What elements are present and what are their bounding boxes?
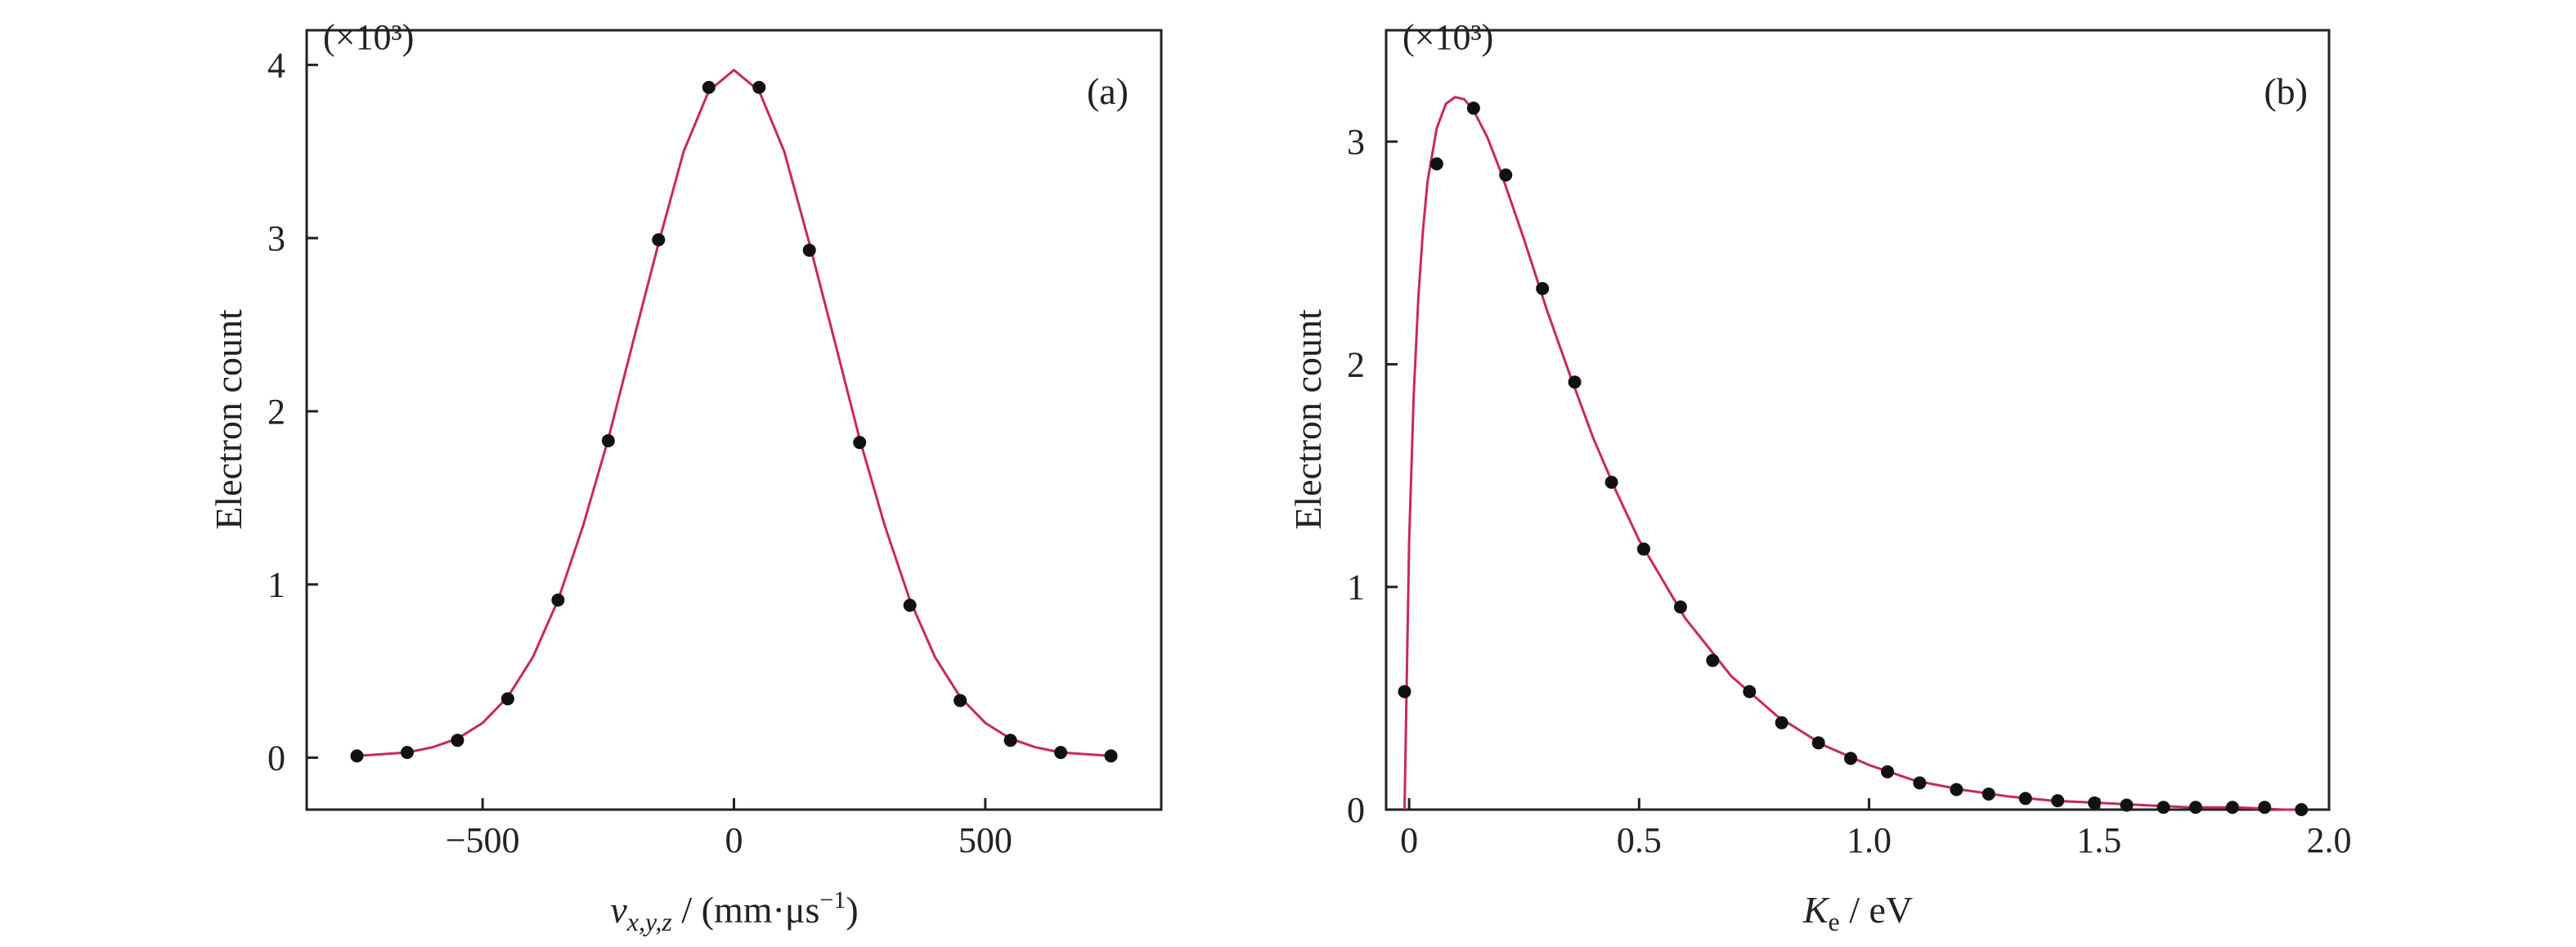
panel-b-y-tick-label: 3: [1347, 122, 1365, 162]
panel-b-data-point: [1706, 653, 1720, 667]
panel-b-data-point: [1913, 776, 1927, 790]
panel-b-data-point: [2156, 801, 2170, 815]
panel-a-y-ticks: 0 1 2 3 4: [267, 45, 318, 778]
panel-b-x-tick-label: 0: [1400, 820, 1418, 860]
panel-a-x-ticks: −500 0 500: [446, 798, 1012, 860]
panel-a-y-tick-label: 0: [267, 738, 285, 778]
panel-a-data-point: [954, 693, 967, 707]
panel-a-data-point: [853, 436, 867, 450]
panel-a-data-point: [350, 749, 364, 763]
panel-a-data-point: [1054, 746, 1068, 760]
panel-a-x-tick-label: 500: [958, 820, 1012, 860]
panel-a-data-point: [1003, 734, 1017, 747]
panel-b-data-point: [1466, 101, 1480, 115]
panel-a-frame: [305, 29, 1163, 811]
panel-a-data-point: [1104, 749, 1118, 763]
panel-a-y-tick-label: 3: [267, 218, 285, 258]
panel-b-data-point: [1499, 168, 1513, 182]
panel-b-x-tick-label: 0.5: [1617, 820, 1662, 860]
panel-b-x-tick-label: 1.5: [2076, 820, 2121, 860]
panel-b-data-point: [2295, 803, 2309, 816]
panel-a-data-point: [802, 243, 816, 257]
panel-a-data-point: [752, 80, 766, 94]
panel-b-y-tick-label: 0: [1347, 790, 1365, 830]
panel-b-data-point: [2188, 801, 2202, 815]
panel-b-data-point: [1775, 716, 1788, 729]
panel-b-data-point: [1536, 281, 1550, 295]
panel-a-plot-area: [350, 69, 1118, 763]
panel-a-data-point: [702, 80, 716, 94]
panel-b-fit-curve: [1403, 96, 2306, 811]
panel-a-data-point: [652, 233, 666, 247]
panel-b-data-point: [2051, 794, 2065, 808]
panel-b-data-point: [1811, 736, 1825, 750]
panel-b-data-point: [1568, 375, 1582, 389]
panel-a-x-axis-label: vx,y,z / (mm·μs−1): [610, 886, 858, 936]
panel-a-data-point: [451, 734, 464, 747]
panel-a-x-tick-label: 0: [725, 820, 743, 860]
panel-b-plot-area: [1398, 96, 2309, 816]
panel-b-label: (b): [2264, 70, 2308, 112]
panel-b-y-multiplier: (×10³): [1402, 17, 1493, 57]
panel-a-y-axis-label: Electron count: [208, 309, 249, 530]
panel-b-data-point: [1881, 765, 1895, 779]
panel-a-data-point: [903, 599, 917, 613]
panel-b-data-point: [1398, 684, 1411, 698]
panel-a-label: (a): [1087, 70, 1129, 112]
panel-b-data-point: [2258, 801, 2272, 815]
panel-b-data-point: [1636, 542, 1650, 556]
panel-b-x-tick-label: 2.0: [2307, 820, 2352, 860]
panel-b-data-point: [2225, 801, 2239, 815]
panel-b-data-point: [2088, 796, 2102, 810]
panel-b-frame: [1384, 29, 2331, 811]
panel-a-y-tick-label: 2: [267, 392, 285, 432]
panel-a-data-point: [601, 433, 615, 447]
panel-a-y-tick-label: 1: [267, 565, 285, 605]
panel-a-y-tick-label: 4: [267, 45, 285, 85]
panel-b-data-point: [1981, 787, 1995, 801]
panel-b-x-tick-label: 1.0: [1847, 820, 1892, 860]
panel-b-data-point: [1950, 783, 1963, 797]
panel-a-data-point: [551, 593, 565, 607]
panel-a-data-point: [400, 746, 414, 760]
panel-b-y-axis-label: Electron count: [1287, 309, 1329, 530]
panel-b-data-point: [1673, 600, 1687, 614]
panel-b-x-ticks: 0 0.5 1.0 1.5 2.0: [1400, 798, 2352, 860]
panel-b: 0 0.5 1.0 1.5 2.0 0 1 2 3 (b) (×10³) Electron c…: [1287, 17, 2352, 936]
panel-b-data-point: [1743, 684, 1757, 698]
panel-a-data-point: [500, 692, 514, 706]
panel-b-x-axis-label: Ke / eV: [1802, 889, 1913, 936]
panel-b-data-point: [2120, 798, 2134, 812]
panel-b-data-point: [1604, 475, 1618, 489]
panel-b-data-point: [1429, 157, 1443, 171]
panel-b-data-point: [1844, 752, 1858, 765]
panel-b-y-ticks: 0 1 2 3: [1347, 122, 1398, 830]
panel-a-y-multiplier: (×10³): [323, 17, 414, 57]
panel-a-fit-curve: [357, 69, 1111, 757]
panel-a-x-tick-label: −500: [446, 820, 520, 860]
panel-a: −500 0 500 0 1 2 3 4 (a) (×10³) Electron count…: [208, 17, 1163, 936]
panel-b-y-tick-label: 1: [1347, 568, 1365, 608]
panel-b-data-point: [2018, 792, 2032, 806]
panel-b-y-tick-label: 2: [1347, 344, 1365, 384]
